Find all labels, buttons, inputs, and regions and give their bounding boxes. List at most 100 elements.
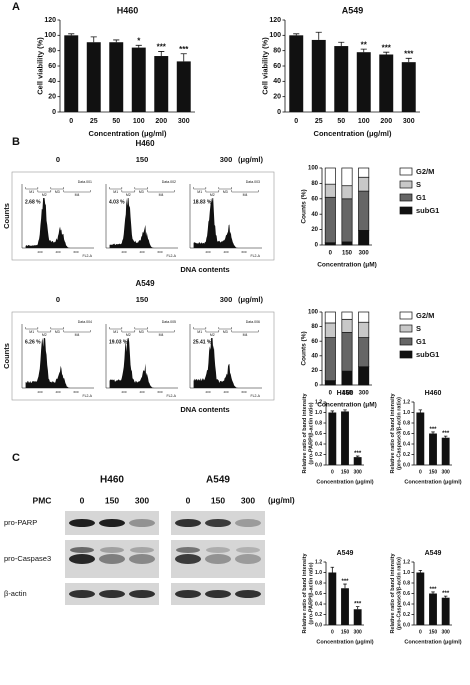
- error-bar: [113, 39, 120, 43]
- error-bar: [293, 33, 300, 36]
- gate-marker: [193, 327, 207, 330]
- error-bar: [443, 435, 448, 438]
- legend-swatch: [399, 337, 413, 346]
- x-tick-label: 300: [441, 629, 450, 635]
- y-tick-label: 60: [311, 339, 318, 345]
- gate-marker: [25, 187, 39, 190]
- y-tick-label: 0.2: [315, 452, 322, 458]
- significance-label: ***: [429, 427, 437, 433]
- y-tick-label: 1.2: [315, 559, 322, 565]
- y-tick-label: 1.2: [315, 399, 322, 405]
- flow-channel: FL2-A: [250, 254, 260, 258]
- chart-title: H460: [425, 390, 442, 397]
- flow-tick-label: 200: [37, 250, 42, 254]
- bar-segment: [341, 198, 353, 243]
- flow-frame: [11, 171, 275, 261]
- flow-percent: 19.03 %: [109, 339, 128, 345]
- legend-swatch: [399, 193, 413, 202]
- blot-band: [176, 547, 200, 553]
- y-tick-label: 1.0: [403, 570, 410, 576]
- x-axis-label: Concentration (μg/ml): [316, 479, 373, 485]
- flow-file: Data.004: [78, 320, 92, 324]
- x-axis-label: Concentration (μg/ml): [314, 129, 392, 138]
- blot-cell-line: A549: [206, 475, 230, 486]
- error-bar: [418, 409, 423, 413]
- bar: [429, 433, 437, 465]
- gate-marker: [121, 330, 135, 333]
- significance-label: ***: [354, 601, 362, 607]
- error-bar: [135, 44, 142, 48]
- flow-unit: (μg/ml): [238, 295, 264, 304]
- gate-label: M4: [159, 193, 164, 197]
- blot-dose: 300: [241, 495, 255, 505]
- y-tick-label: 0.6: [315, 591, 322, 597]
- bar: [328, 572, 337, 625]
- significance-label: ***: [429, 587, 437, 593]
- flow-file: Data.003: [246, 180, 260, 184]
- y-tick-label: 0.6: [315, 431, 322, 437]
- y-tick-label: 0.0: [315, 622, 322, 628]
- bar: [441, 597, 450, 625]
- blot-dose: 150: [105, 495, 119, 505]
- x-tick-label: 150: [341, 629, 350, 635]
- panel-label: A: [12, 1, 20, 13]
- y-tick-label: 0.0: [315, 462, 322, 468]
- legend-swatch: [399, 206, 413, 215]
- gate-label: M1: [197, 330, 202, 334]
- blot-band: [69, 590, 95, 598]
- blot-band: [129, 554, 155, 564]
- blot-dose: 0: [186, 495, 191, 505]
- x-tick-label: 0: [329, 251, 333, 257]
- chart-title: A549: [425, 550, 442, 557]
- bar: [341, 588, 349, 625]
- y-axis-label: Relative ratio of band intensity: [390, 393, 396, 474]
- x-tick-label: 300: [441, 469, 450, 475]
- gate-label: M4: [159, 333, 164, 337]
- flow-tick-label: 600: [241, 390, 246, 394]
- flow-tick-label: 200: [121, 390, 126, 394]
- y-tick-label: 60: [273, 63, 281, 70]
- gate-marker: [205, 330, 219, 333]
- x-axis-label: Concentration (μg/ml): [89, 129, 167, 138]
- blot-band: [175, 590, 201, 598]
- legend-swatch: [399, 180, 413, 189]
- y-tick-label: 0: [315, 383, 319, 389]
- gate-label: M2: [42, 333, 47, 337]
- bar-segment: [358, 176, 370, 192]
- y-tick-label: 0.0: [403, 622, 410, 628]
- blot-protein: pro-PARP: [4, 518, 37, 527]
- y-tick-label: 100: [308, 310, 319, 316]
- flow-channel: FL2-A: [82, 394, 92, 398]
- flow-channel: FL2-A: [166, 254, 176, 258]
- blot-band: [69, 519, 95, 527]
- y-tick-label: 40: [311, 212, 318, 218]
- bar-segment: [324, 337, 336, 381]
- y-tick-label: 40: [273, 78, 281, 85]
- gate-marker: [37, 330, 51, 333]
- x-tick-label: 0: [419, 469, 422, 475]
- flow-tick-label: 600: [73, 390, 78, 394]
- blot-band: [175, 519, 201, 527]
- flow-tick-label: 400: [139, 390, 144, 394]
- x-tick-label: 50: [337, 118, 345, 125]
- x-axis-label: Concentration (μg/ml): [404, 639, 461, 645]
- gate-marker: [37, 190, 51, 193]
- y-axis-label: Relative ratio of band intensity: [302, 553, 308, 634]
- flow-channel: FL2-A: [166, 394, 176, 398]
- y-tick-label: 80: [311, 181, 318, 187]
- blot-band: [205, 590, 231, 598]
- blot-band: [69, 554, 95, 564]
- flow-tick-label: 600: [157, 250, 162, 254]
- y-tick-label: 0.4: [403, 441, 410, 447]
- bar-segment: [358, 321, 370, 338]
- y-axis-label: Cell viability (%): [260, 37, 269, 95]
- y-tick-label: 0.6: [403, 591, 410, 597]
- y-tick-label: 20: [273, 94, 281, 101]
- blot-band: [99, 590, 125, 598]
- error-bar: [68, 33, 75, 36]
- blot-band: [70, 547, 94, 553]
- x-tick-label: 0: [329, 391, 333, 397]
- y-tick-label: 120: [44, 17, 56, 24]
- bar: [109, 42, 124, 112]
- flow-file: Data.002: [162, 180, 176, 184]
